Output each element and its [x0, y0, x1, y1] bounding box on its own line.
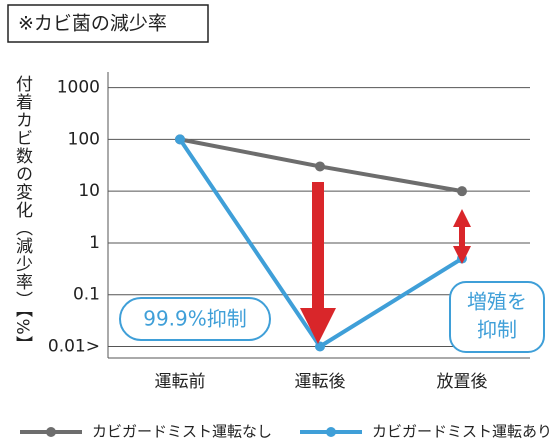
point	[315, 161, 325, 172]
y-tick-label: 0.1	[73, 285, 100, 305]
legend-marker	[326, 427, 336, 437]
y-tick-label: 100	[68, 129, 100, 149]
annotation-box	[119, 297, 271, 341]
legend-marker	[46, 427, 56, 437]
x-tick-label: 放置後	[437, 372, 488, 392]
annotation: 増殖を	[467, 290, 527, 314]
point	[175, 134, 185, 145]
chart-title: ※カビ菌の減少率	[18, 13, 167, 35]
point	[457, 186, 467, 197]
y-tick-label: 0.01>	[48, 337, 100, 357]
point	[457, 253, 467, 264]
y-tick-label: 1	[89, 233, 100, 253]
legend-label: カビガードミスト運転なし	[92, 423, 272, 441]
annotation: 99.9%抑制	[143, 307, 247, 331]
annotation: 抑制	[477, 318, 517, 342]
legend-label: カビガードミスト運転あり	[372, 423, 552, 441]
annotation-box	[449, 281, 545, 353]
y-tick-label: 1000	[57, 78, 100, 98]
title-box	[7, 4, 209, 43]
y-tick-label: 10	[78, 181, 100, 201]
x-tick-label: 運転前	[155, 372, 206, 392]
y-axis-label: 付着カビ数の変化（減少率）【%】	[12, 75, 33, 354]
x-tick-label: 運転後	[295, 372, 346, 392]
point	[315, 341, 325, 352]
